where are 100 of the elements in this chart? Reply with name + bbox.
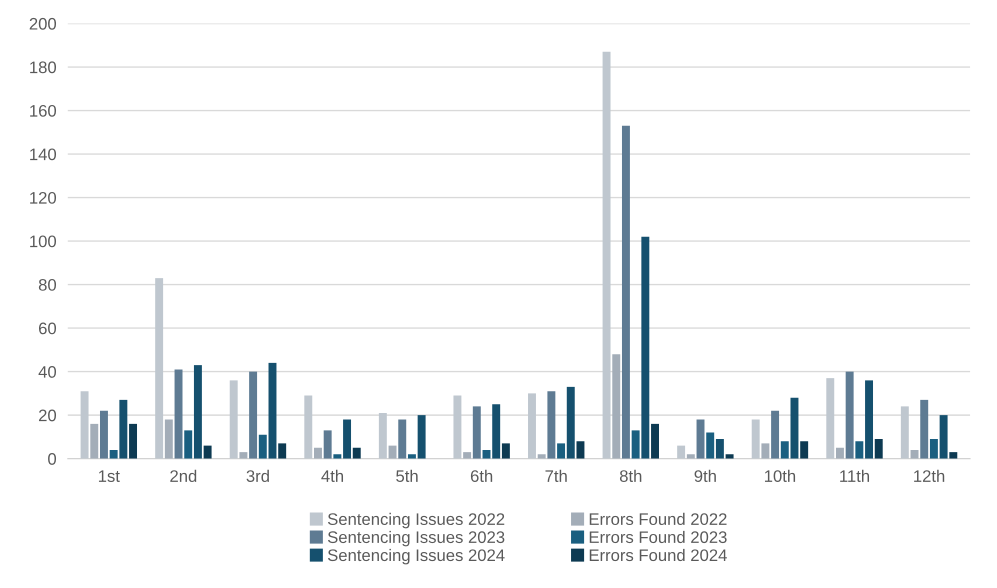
bar — [855, 441, 864, 459]
bar — [463, 452, 472, 459]
bar — [547, 391, 556, 459]
bar — [174, 369, 183, 459]
bar — [910, 450, 918, 459]
y-tick-label: 140 — [30, 148, 56, 160]
y-tick-label: 100 — [30, 235, 56, 248]
bar — [204, 446, 212, 459]
bar — [239, 452, 248, 459]
bar — [726, 454, 734, 459]
bar — [90, 424, 98, 459]
bar — [352, 448, 361, 459]
bar — [333, 454, 342, 459]
bar — [110, 450, 118, 459]
bar — [453, 396, 462, 459]
bar — [249, 372, 258, 459]
legend-label: Sentencing Issues 2023 — [328, 530, 504, 546]
x-tick-label: 3rd — [246, 470, 269, 482]
bar — [314, 448, 322, 459]
legend-label: Errors Found 2022 — [590, 512, 727, 526]
bar — [622, 126, 630, 459]
bar — [920, 400, 928, 459]
x-tick-label: 2nd — [170, 470, 196, 482]
bar — [940, 415, 948, 459]
y-tick-label: 60 — [38, 322, 56, 334]
y-tick-label: 200 — [30, 18, 56, 30]
bar — [651, 424, 659, 459]
bar — [502, 443, 510, 459]
bar — [268, 362, 276, 459]
x-tick-label: 12th — [914, 470, 944, 482]
bar — [686, 454, 695, 459]
bar — [874, 439, 883, 459]
bar — [900, 406, 909, 459]
bar — [343, 419, 352, 459]
bar — [388, 446, 397, 459]
bar — [304, 396, 312, 459]
bar — [632, 430, 640, 459]
bar — [677, 446, 686, 459]
legend-label: Errors Found 2023 — [590, 530, 727, 544]
bar — [780, 441, 789, 459]
bar — [826, 378, 834, 459]
legend-label: Sentencing Issues 2022 — [328, 512, 504, 528]
bar — [602, 52, 611, 459]
x-tick-label: 11th — [840, 470, 870, 482]
bar — [398, 419, 406, 459]
y-tick-label: 120 — [30, 192, 56, 204]
bar — [378, 412, 387, 459]
y-tick-label: 20 — [38, 410, 56, 422]
x-tick-label: 9th — [694, 470, 716, 482]
bar — [324, 430, 332, 459]
x-tick-label: 7th — [545, 470, 567, 482]
bar — [230, 380, 238, 459]
bar — [418, 415, 426, 459]
x-tick-label: 4th — [321, 470, 344, 482]
bar — [472, 406, 481, 459]
y-tick-label: 40 — [38, 366, 56, 378]
bar — [800, 441, 808, 459]
bar — [716, 439, 724, 459]
bar — [846, 372, 854, 459]
bar — [752, 419, 760, 459]
bar — [258, 434, 267, 459]
bar — [865, 380, 874, 459]
bar — [482, 450, 490, 459]
bar — [771, 410, 780, 459]
x-tick-label: 10th — [764, 470, 796, 482]
bar — [761, 443, 770, 459]
legend-label: Errors Found 2024 — [590, 548, 727, 562]
bar — [706, 432, 714, 459]
y-tick-label: 180 — [30, 61, 56, 74]
y-tick-label: 0 — [48, 453, 56, 465]
bar — [164, 419, 173, 459]
x-tick-label: 1st — [98, 470, 120, 482]
bar — [100, 410, 108, 459]
bar — [80, 391, 89, 459]
bar — [566, 386, 575, 459]
bar — [184, 430, 192, 459]
bar — [408, 454, 416, 459]
bar — [576, 441, 584, 459]
bar — [528, 393, 536, 459]
bar — [836, 448, 844, 459]
bar — [790, 398, 798, 459]
bar — [194, 365, 202, 459]
x-tick-label: 5th — [396, 470, 418, 482]
bar — [641, 236, 650, 459]
bar — [119, 400, 128, 459]
bar — [538, 454, 546, 459]
bar — [129, 424, 138, 459]
bar — [557, 443, 566, 459]
legend-label: Sentencing Issues 2024 — [328, 548, 505, 564]
bar — [612, 354, 620, 459]
x-tick-label: 6th — [470, 470, 492, 482]
bar — [696, 419, 704, 459]
y-tick-label: 80 — [38, 278, 56, 291]
bar — [949, 452, 958, 459]
bar — [155, 278, 164, 459]
x-tick-label: 8th — [620, 470, 642, 482]
bar — [278, 443, 286, 459]
bar — [930, 439, 938, 459]
y-tick-label: 160 — [30, 104, 56, 117]
bar — [492, 404, 500, 459]
